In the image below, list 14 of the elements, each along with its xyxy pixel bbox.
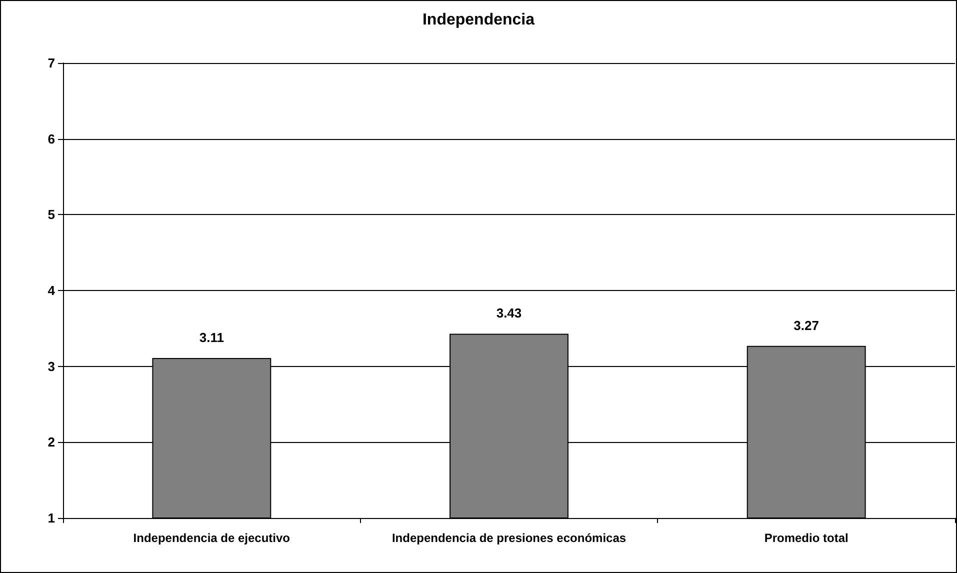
y-tick-label: 1 <box>48 510 55 526</box>
y-tick-label: 5 <box>48 207 55 222</box>
y-tick-label: 7 <box>48 56 55 70</box>
chart-title: Independencia <box>422 12 535 28</box>
data-label: 3.27 <box>794 318 819 333</box>
x-tick-label: Independencia de ejecutivo <box>133 531 290 545</box>
x-tick-label: Promedio total <box>764 531 848 545</box>
data-label: 3.11 <box>199 330 224 345</box>
x-tick-label: Independencia de presiones económicas <box>392 531 626 545</box>
y-tick-label: 3 <box>48 358 55 374</box>
y-tick-label: 6 <box>48 131 55 146</box>
y-tick-label: 2 <box>48 434 55 450</box>
y-tick-label: 4 <box>48 283 56 298</box>
data-label: 3.43 <box>496 306 522 321</box>
